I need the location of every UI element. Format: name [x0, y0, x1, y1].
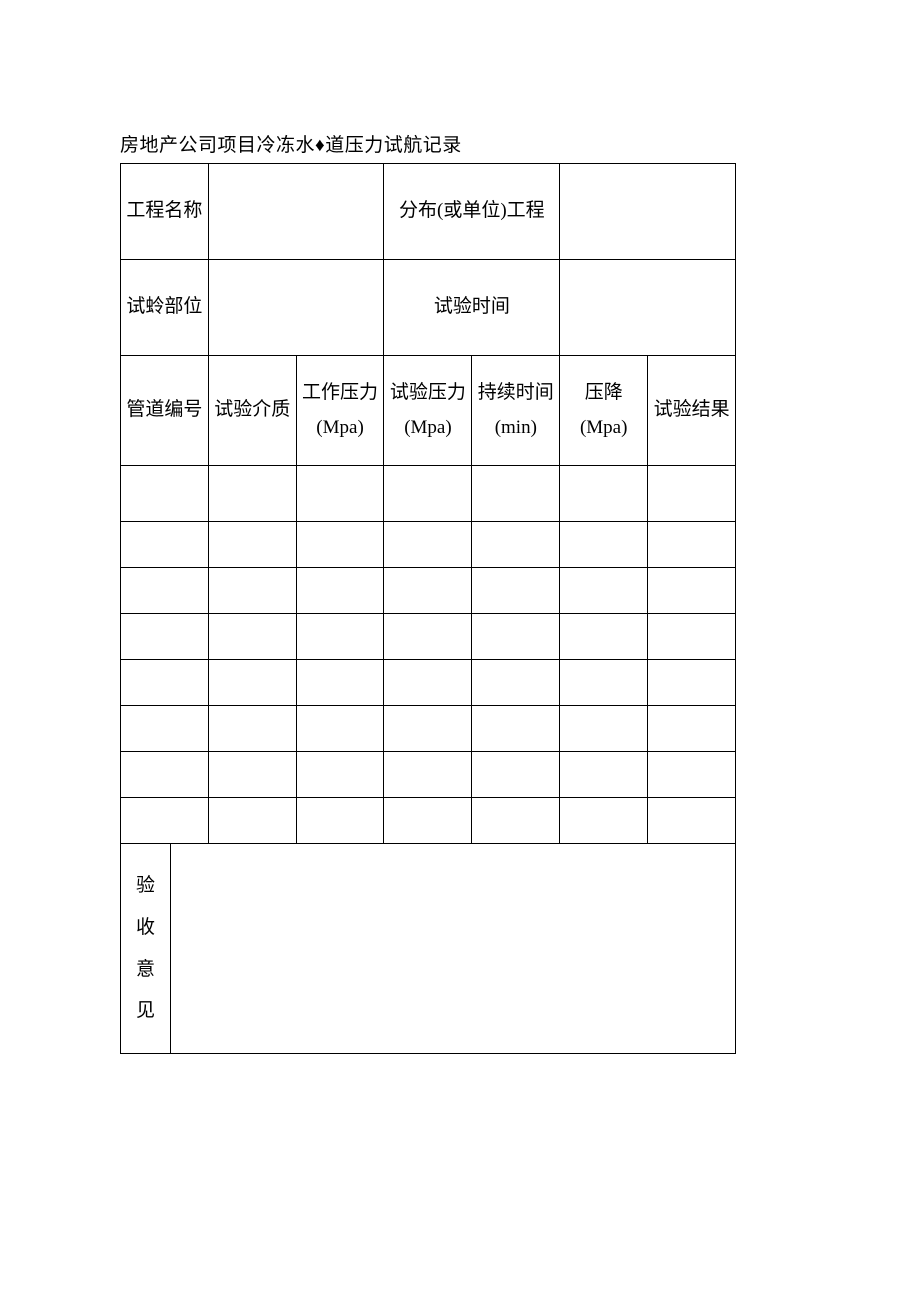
- label-distribution: 分布(或单位)工程: [384, 164, 560, 260]
- table-row: [121, 568, 736, 614]
- label-acceptance: 验 收 意 见: [121, 844, 171, 1054]
- record-table: 工程名称 分布(或单位)工程 试蛉部位 试验时间 管道编号 试验介质 工作压力(…: [120, 163, 736, 1054]
- table-row: [121, 798, 736, 844]
- value-acceptance: [170, 844, 735, 1054]
- value-test-location: [208, 260, 384, 356]
- value-distribution: [560, 164, 736, 260]
- col-result: 试验结果: [648, 356, 736, 466]
- col-medium: 试验介质: [208, 356, 296, 466]
- table-row: [121, 522, 736, 568]
- table-row: [121, 706, 736, 752]
- label-project-name: 工程名称: [121, 164, 209, 260]
- table-row: [121, 466, 736, 522]
- col-pressure-drop: 压降(Mpa): [560, 356, 648, 466]
- col-duration: 持续时间(min): [472, 356, 560, 466]
- table-row: [121, 614, 736, 660]
- label-test-time: 试验时间: [384, 260, 560, 356]
- label-test-location: 试蛉部位: [121, 260, 209, 356]
- value-project-name: [208, 164, 384, 260]
- col-work-pressure: 工作压力(Mpa): [296, 356, 384, 466]
- document-title: 房地产公司项目冷冻水♦道压力试航记录: [120, 130, 800, 157]
- col-pipe-no: 管道编号: [121, 356, 209, 466]
- table-row: [121, 660, 736, 706]
- table-row: [121, 752, 736, 798]
- value-test-time: [560, 260, 736, 356]
- col-test-pressure: 试验压力(Mpa): [384, 356, 472, 466]
